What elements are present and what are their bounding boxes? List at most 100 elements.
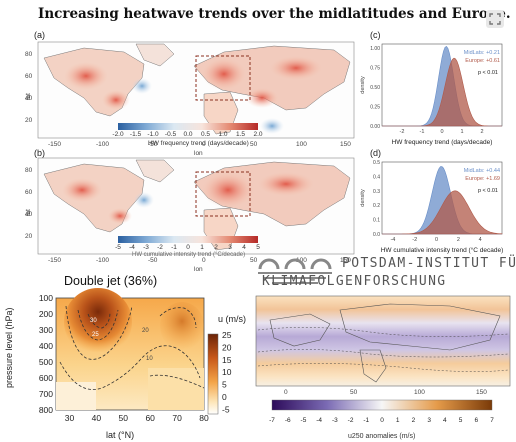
density-area-europe bbox=[382, 190, 503, 235]
u250-plot-area bbox=[255, 295, 511, 387]
x-tick: 70 bbox=[172, 413, 182, 423]
cbar-tick: 10 bbox=[222, 367, 232, 377]
greenland-shape bbox=[135, 43, 175, 67]
colorbar-tick: 1.0 bbox=[218, 131, 228, 138]
x-tick: -4 bbox=[390, 237, 395, 243]
density-area-europe bbox=[382, 57, 502, 127]
y-tick: 600 bbox=[39, 373, 53, 383]
map-ylabel: lat bbox=[25, 209, 32, 216]
cbar-tick: 2 bbox=[412, 417, 416, 424]
lat-tick: 60 bbox=[25, 73, 33, 80]
cbar-tick: -2 bbox=[348, 417, 354, 424]
legend-entry: Europe: +1.69 bbox=[465, 176, 500, 182]
colorbar-tick: 4 bbox=[242, 244, 246, 251]
cbar-tick: -6 bbox=[285, 417, 291, 424]
cbar-tick: -7 bbox=[269, 417, 275, 424]
cbar-tick: 1 bbox=[396, 417, 400, 424]
europe-box bbox=[195, 55, 251, 101]
lon-tick: 100 bbox=[296, 257, 307, 264]
x-tick: 0 bbox=[435, 237, 438, 243]
colorbar-tick: -4 bbox=[129, 244, 135, 251]
x-tick: 30 bbox=[65, 413, 75, 423]
y-tick: 0.50 bbox=[370, 85, 380, 91]
lat-tick: 40 bbox=[25, 95, 33, 102]
lon-tick: 0 bbox=[202, 257, 206, 264]
y-tick: 500 bbox=[39, 357, 53, 367]
y-tick: 400 bbox=[39, 341, 53, 351]
legend-entry: MidLats: +0.21 bbox=[464, 50, 500, 56]
colorbar-a-ticks: -2.0 -1.5 -1.0 -0.5 0.0 0.5 1.0 1.5 2.0 bbox=[112, 131, 264, 140]
contour-label: 25 bbox=[92, 332, 99, 338]
colorbar-tick: -1 bbox=[171, 244, 177, 251]
cbar-tick: -5 bbox=[222, 404, 230, 414]
dj-cbar-title: u (m/s) bbox=[218, 314, 246, 324]
cbar-tick: 0 bbox=[380, 417, 384, 424]
colorbar-tick: -2.0 bbox=[112, 131, 124, 138]
p-value-annotation: p < 0.01 bbox=[478, 188, 498, 194]
lon-tick: -100 bbox=[96, 257, 109, 264]
x-tick: -2 bbox=[400, 129, 405, 135]
cbar-tick: 20 bbox=[222, 342, 232, 352]
lat-tick: 60 bbox=[25, 189, 33, 196]
x-tick: 2 bbox=[457, 237, 460, 243]
lon-tick: 150 bbox=[476, 389, 487, 396]
expand-button[interactable] bbox=[486, 10, 504, 28]
double-jet-title: Double jet (36%) bbox=[64, 274, 158, 288]
cbar-tick: 7 bbox=[490, 417, 494, 424]
x-tick: 4 bbox=[479, 237, 482, 243]
colorbar-tick: 5 bbox=[256, 244, 260, 251]
colorbar-tick: 2 bbox=[214, 244, 218, 251]
colorbar-tick: -2 bbox=[157, 244, 163, 251]
cbar-tick: -5 bbox=[301, 417, 307, 424]
x-tick: 50 bbox=[119, 413, 129, 423]
y-tick: 100 bbox=[39, 293, 53, 303]
panel-c-label: (c) bbox=[370, 30, 381, 40]
colorbar-tick: -1.5 bbox=[129, 131, 142, 138]
y-tick: 700 bbox=[39, 389, 53, 399]
cbar-tick: 15 bbox=[222, 355, 232, 365]
panel-a-label: (a) bbox=[34, 30, 45, 40]
u250-cbar-label: u250 anomalies (m/s) bbox=[348, 433, 415, 440]
panel-b-label: (b) bbox=[34, 148, 45, 158]
lon-tick: 150 bbox=[340, 141, 351, 148]
cbar-tick: 25 bbox=[222, 330, 232, 340]
y-tick: 0.00 bbox=[370, 124, 380, 130]
lat-tick: 80 bbox=[25, 167, 33, 174]
colorbar-tick: 2.0 bbox=[253, 131, 263, 138]
lon-tick: 50 bbox=[250, 257, 258, 264]
lon-tick: 50 bbox=[250, 141, 258, 148]
y-label: density bbox=[360, 189, 366, 207]
colorbar-tick: -5 bbox=[115, 244, 121, 251]
y-label: density bbox=[360, 76, 366, 94]
y-tick: 0.0 bbox=[373, 232, 380, 238]
y-tick: 0.25 bbox=[370, 104, 380, 110]
cbar-tick: 4 bbox=[443, 417, 447, 424]
double-jet-chart: 30 25 20 10 pressure level (hPa) lat (°N… bbox=[4, 288, 246, 440]
colorbar-b-ticks: -5 -4 -3 -2 -1 0 1 2 3 4 5 bbox=[114, 244, 264, 253]
p-value-annotation: p < 0.01 bbox=[478, 70, 498, 76]
contour-label: 20 bbox=[142, 328, 149, 334]
map-xlabel: lon bbox=[194, 266, 203, 273]
lon-tick: 50 bbox=[350, 389, 358, 396]
x-label: HW frequency trend (days/decade) bbox=[392, 139, 493, 146]
x-label: HW cumulative intensity trend (°C decade… bbox=[381, 246, 504, 254]
dj-xlabel: lat (°N) bbox=[106, 430, 134, 440]
x-tick: 0 bbox=[440, 129, 443, 135]
y-tick: 0.5 bbox=[373, 160, 380, 166]
x-tick: -1 bbox=[420, 129, 425, 135]
y-tick: 300 bbox=[39, 325, 53, 335]
colorbar-tick: 0.5 bbox=[200, 131, 211, 138]
lon-tick: 150 bbox=[340, 257, 351, 264]
lon-tick: -100 bbox=[96, 141, 109, 148]
panel-d-label: (d) bbox=[370, 148, 381, 158]
y-tick: 200 bbox=[39, 309, 53, 319]
x-tick: 60 bbox=[145, 413, 155, 423]
y-tick: 1.00 bbox=[370, 46, 380, 52]
x-tick: 40 bbox=[92, 413, 102, 423]
contour-label: 10 bbox=[146, 356, 153, 362]
lat-tick: 40 bbox=[25, 211, 33, 218]
y-tick: 0.75 bbox=[370, 65, 380, 71]
map-ylabel: lat bbox=[25, 93, 32, 100]
y-tick: 0.4 bbox=[373, 174, 380, 180]
legend-entry: MidLats: +0.44 bbox=[464, 168, 500, 174]
